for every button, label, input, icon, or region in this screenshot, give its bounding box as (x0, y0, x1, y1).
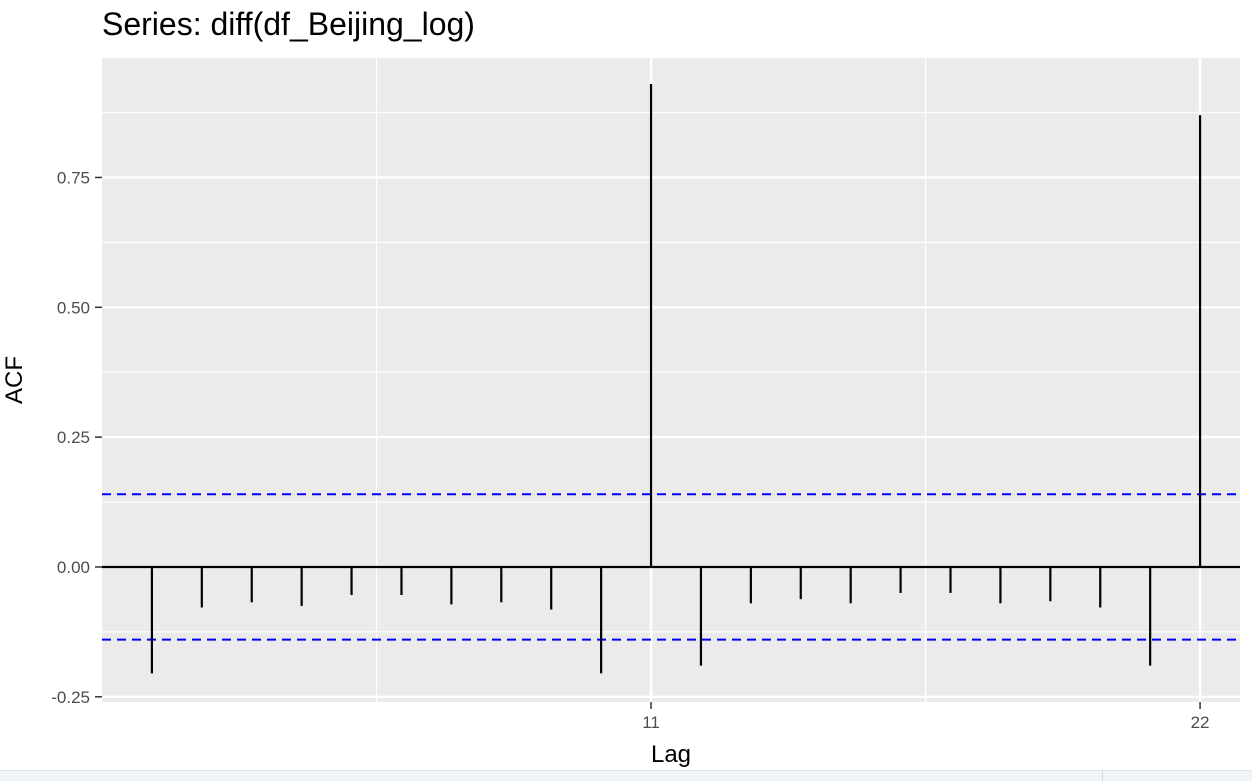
y-axis-label: ACF (1, 356, 28, 404)
bottom-status-strip (0, 770, 1252, 781)
chart-title: Series: diff(df_Beijing_log) (102, 6, 475, 42)
acf-bars (102, 83, 1240, 674)
y-tick-label: -0.25 (51, 688, 90, 707)
x-axis: 11 22 (642, 702, 1210, 732)
x-axis-label: Lag (651, 741, 691, 768)
y-axis: -0.25 0.00 0.25 0.50 0.75 (51, 168, 102, 707)
minor-grid (102, 58, 1240, 702)
strip-divider (1102, 771, 1103, 781)
y-tick-label: 0.50 (57, 298, 90, 317)
y-tick-label: 0.75 (57, 168, 90, 187)
x-tick-label: 11 (642, 713, 660, 732)
confidence-lines (102, 493, 1240, 641)
y-tick-label: 0.00 (57, 558, 90, 577)
plot-panel (102, 58, 1240, 702)
x-tick-label: 22 (1191, 713, 1210, 732)
y-tick-label: 0.25 (57, 428, 90, 447)
